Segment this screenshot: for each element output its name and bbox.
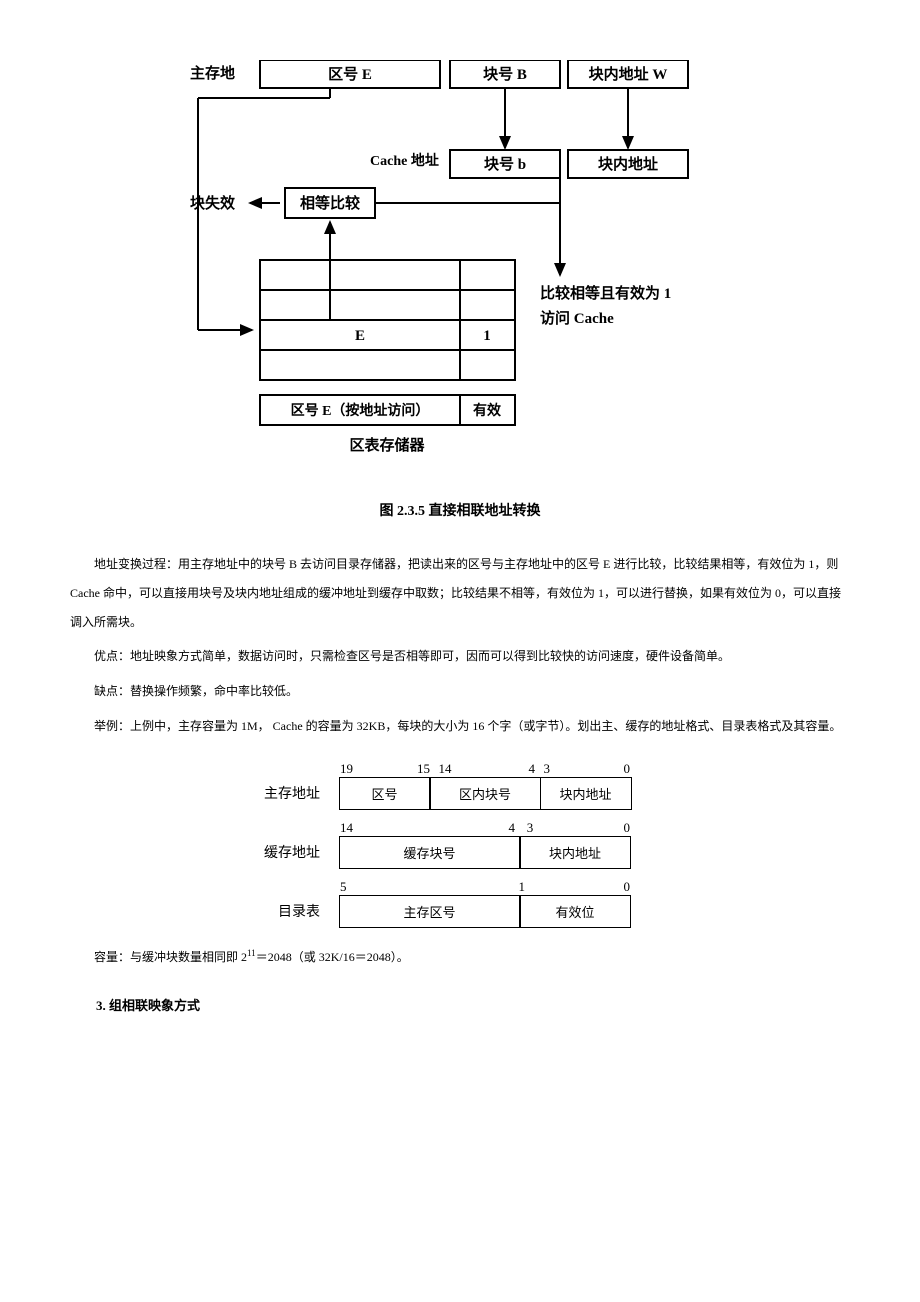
fmt-cell: 区号 bbox=[339, 777, 431, 810]
paragraph-example: 举例：上例中，主存容量为 1M， Cache 的容量为 32KB，每块的大小为 … bbox=[70, 712, 850, 741]
result1: 比较相等且有效为 1 bbox=[540, 284, 671, 302]
fmt-cell: 块内地址 bbox=[519, 836, 631, 869]
box-inner-w: 块内地址 W bbox=[589, 65, 668, 83]
diagram-direct-map: 主存地 区号 E 块号 B 块内地址 W Cache 地址 块号 b 块内地址 … bbox=[190, 60, 730, 480]
address-formats: 19 15 14 4 3 0 主存地址 区号 区内块号 块内地址 14 4 3 … bbox=[230, 761, 690, 928]
paragraph-process: 地址变换过程：用主存地址中的块号 B 去访问目录存储器，把读出来的区号与主存地址… bbox=[70, 550, 850, 636]
table-caption: 区表存储器 bbox=[349, 436, 425, 454]
footer-left: 区号 E（按地址访问） bbox=[291, 402, 430, 419]
box-inner2: 块内地址 bbox=[598, 155, 658, 173]
svg-text:E: E bbox=[355, 328, 365, 344]
fmt-cell: 有效位 bbox=[519, 895, 631, 928]
fmt-label-cache: 缓存地址 bbox=[230, 842, 340, 862]
compare-box: 相等比较 bbox=[300, 194, 360, 212]
box-block-b: 块号 B bbox=[483, 66, 527, 83]
fmt-cell: 主存区号 bbox=[339, 895, 521, 928]
paragraph-advantage: 优点：地址映象方式简单，数据访问时，只需检查区号是否相等即可，因而可以得到比较快… bbox=[70, 642, 850, 671]
paragraph-disadvantage: 缺点：替换操作频繁，命中率比较低。 bbox=[70, 677, 850, 706]
fmt-cell: 缓存块号 bbox=[339, 836, 521, 869]
footer-right: 有效 bbox=[473, 402, 502, 419]
cache-addr-label: Cache 地址 bbox=[370, 152, 439, 169]
capacity-line: 容量：与缓冲块数量相同即 211＝2048（或 32K/16＝2048）。 bbox=[70, 948, 850, 965]
fmt-label-dir: 目录表 bbox=[230, 901, 340, 921]
section-3-title: 3. 组相联映象方式 bbox=[70, 995, 850, 1014]
figure-caption: 图 2.3.5 直接相联地址转换 bbox=[70, 500, 850, 520]
box-zone-e: 区号 E bbox=[328, 66, 372, 83]
label-main-addr: 主存地 bbox=[190, 64, 235, 82]
fmt-label-main: 主存地址 bbox=[230, 783, 340, 803]
zone-table: E 1 bbox=[260, 260, 515, 380]
box-block-b2: 块号 b bbox=[484, 156, 526, 173]
fail-label: 块失效 bbox=[190, 194, 236, 212]
result2: 访问 Cache bbox=[540, 309, 614, 327]
fmt-cell: 块内地址 bbox=[540, 777, 632, 810]
fmt-cell: 区内块号 bbox=[429, 777, 541, 810]
svg-text:1: 1 bbox=[483, 328, 491, 344]
